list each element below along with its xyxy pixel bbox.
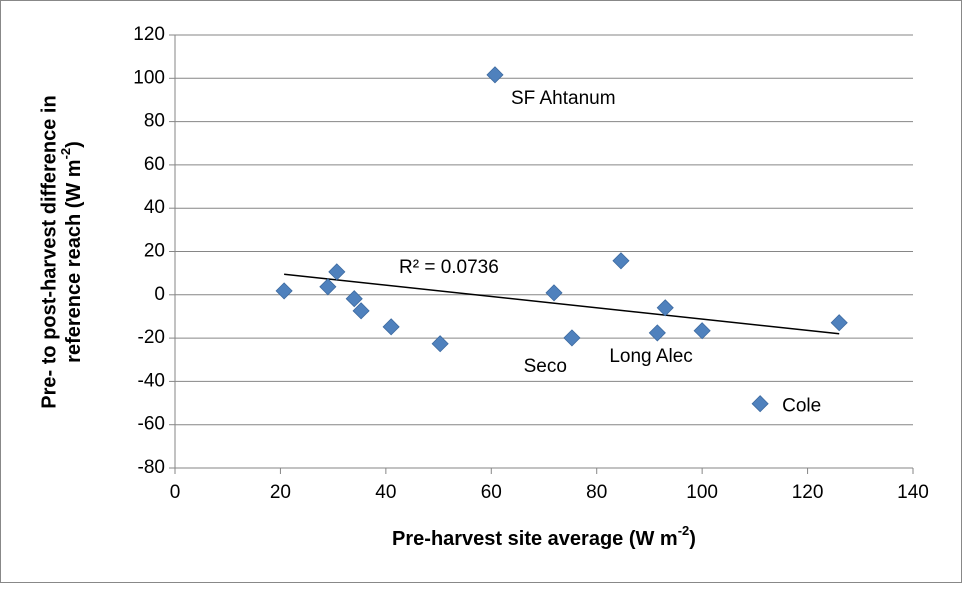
y-axis-label-line: reference reach (W m-2) bbox=[58, 141, 85, 363]
point-label: Cole bbox=[782, 396, 821, 417]
y-tick-label: 40 bbox=[144, 197, 165, 218]
y-tick-label: 80 bbox=[144, 111, 165, 132]
x-tick-label: 80 bbox=[586, 482, 607, 503]
y-tick-label: -20 bbox=[138, 327, 165, 348]
data-point bbox=[830, 314, 848, 332]
data-point bbox=[382, 318, 400, 336]
trendline bbox=[284, 273, 840, 335]
x-tick-label: 60 bbox=[481, 482, 502, 503]
data-point bbox=[563, 329, 581, 347]
data-point bbox=[545, 284, 563, 302]
y-tick-label: 120 bbox=[133, 24, 165, 45]
x-tick-label: 40 bbox=[375, 482, 396, 503]
data-point bbox=[612, 252, 630, 270]
data-point bbox=[431, 335, 449, 353]
y-tick-label: 60 bbox=[144, 154, 165, 175]
y-tick-label: 100 bbox=[133, 67, 165, 88]
x-axis-label: Pre-harvest site average (W m-2) bbox=[392, 523, 696, 550]
y-tick-label: -80 bbox=[138, 457, 165, 478]
data-point bbox=[328, 263, 346, 281]
data-point bbox=[319, 278, 337, 296]
y-tick-label: -60 bbox=[138, 414, 165, 435]
trendline-label: R² = 0.0736 bbox=[399, 257, 499, 278]
x-tick-label: 140 bbox=[897, 482, 929, 503]
y-tick-label: 20 bbox=[144, 241, 165, 262]
point-label: SF Ahtanum bbox=[511, 88, 616, 109]
data-point bbox=[693, 322, 711, 340]
data-point bbox=[275, 282, 293, 300]
y-axis-label-line: Pre- to post-harvest difference in bbox=[38, 95, 60, 408]
point-label: Long Alec bbox=[609, 346, 692, 367]
x-tick-label: 100 bbox=[686, 482, 718, 503]
data-point bbox=[345, 290, 363, 308]
x-tick-label: 0 bbox=[170, 482, 181, 503]
y-tick-label: -40 bbox=[138, 370, 165, 391]
data-point bbox=[352, 302, 370, 320]
data-point bbox=[751, 395, 769, 413]
x-tick-label: 120 bbox=[792, 482, 824, 503]
data-point bbox=[648, 324, 666, 342]
data-point bbox=[486, 66, 504, 84]
y-axis-label: Pre- to post-harvest difference in refer… bbox=[38, 95, 85, 408]
data-point bbox=[656, 299, 674, 317]
point-label: Seco bbox=[524, 356, 567, 377]
x-tick-label: 20 bbox=[270, 482, 291, 503]
y-tick-label: 0 bbox=[154, 284, 165, 305]
